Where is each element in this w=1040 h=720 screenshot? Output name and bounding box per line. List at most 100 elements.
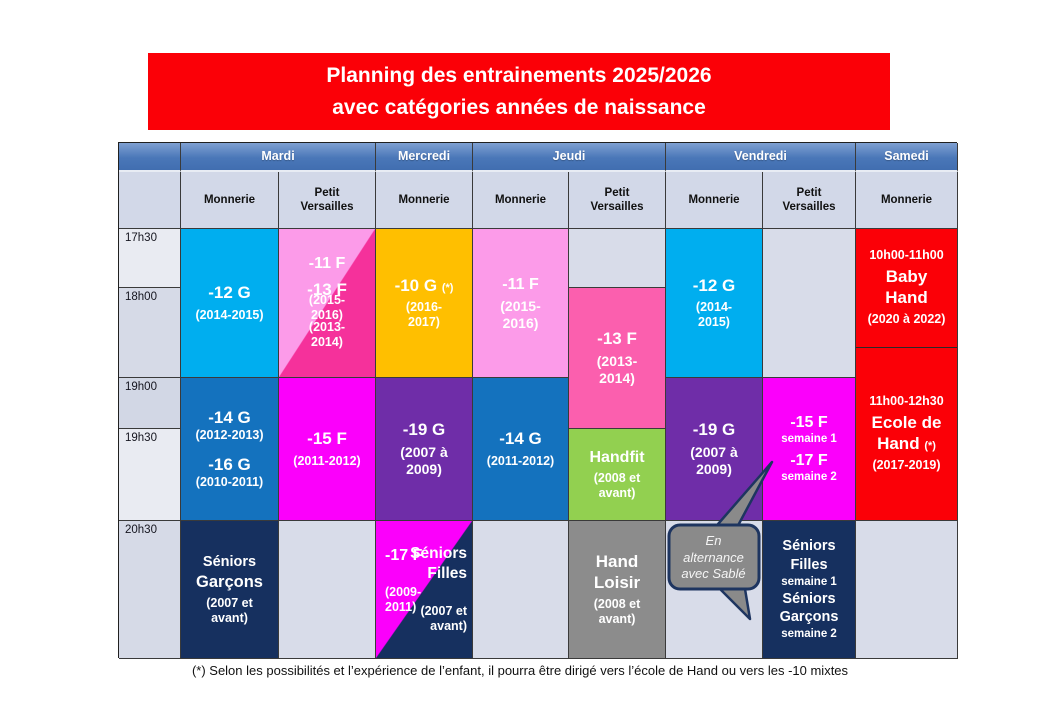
group-years: (2016- 2017) — [405, 300, 443, 330]
group-label: -15 F — [790, 413, 828, 431]
cell-samedi-red-column: 10h00-11h00 Baby Hand (2020 à 2022) 11h0… — [856, 229, 958, 521]
venue-header-jeudi-monnerie: Monnerie — [473, 172, 569, 229]
group-label: Handfit — [589, 448, 645, 466]
title-banner: Planning des entrainements 2025/2026 ave… — [148, 53, 890, 130]
time-label-20h30: 20h30 — [119, 521, 181, 659]
group-label: -13 F — [307, 279, 347, 299]
cell-mardi-seniors-garcons: Séniors Garçons (2007 et avant) — [181, 521, 279, 659]
cell-mercredi-moins19G: -19 G (2007 à 2009) — [376, 378, 473, 521]
cell-mercredi-moins10G: -10 G (*) (2016- 2017) — [376, 229, 473, 378]
diag-bottom-block: Séniors Filles (2007 et avant) — [376, 524, 472, 654]
group-week-2: semaine 2 — [781, 628, 837, 641]
group-years: (2015- 2016) — [500, 297, 541, 331]
cell-mardi-moins15F: -15 F (2011-2012) — [279, 378, 376, 521]
cell-samedi-empty-20h30 — [856, 521, 958, 659]
group-label: -14 G — [208, 407, 251, 427]
cell-jeudi-pv-empty-17h30 — [569, 229, 666, 288]
day-header-jeudi: Jeudi — [473, 143, 666, 172]
group-years: (2013- 2014) — [596, 353, 638, 387]
group-label: -11 F — [502, 275, 539, 293]
corner-cell — [119, 143, 181, 172]
group-label: Séniors Filles — [410, 544, 467, 582]
group-week: semaine 1 — [781, 575, 837, 588]
group-years: (2015- 2016) — [308, 293, 346, 323]
cell-vendredi-moins12G: -12 G (2014- 2015) — [666, 229, 763, 378]
cell-jeudi-moins13F: -13 F (2013- 2014) — [569, 288, 666, 429]
slot-time: 11h00-12h30 — [869, 394, 944, 409]
speech-bubble-shape — [667, 460, 774, 621]
group-years: (2011-2012) — [486, 453, 555, 468]
group-years: (2007 et avant) — [420, 604, 467, 633]
group-years: (2009- 2011) — [385, 585, 422, 615]
speech-bubble-text: En alternance avec Sablé — [681, 532, 746, 582]
planning-table: Mardi Mercredi Jeudi Vendredi Samedi Mon… — [118, 142, 958, 659]
venue-header-mercredi-monnerie: Monnerie — [376, 172, 473, 229]
group-label-2: -17 F — [790, 452, 828, 469]
banner-line-1: Planning des entrainements 2025/2026 — [326, 64, 712, 87]
group-label: Séniors Filles — [782, 537, 836, 573]
group-years: (2020 à 2022) — [867, 312, 946, 327]
day-header-mercredi: Mercredi — [376, 143, 473, 172]
cell-samedi-ecole-de-hand: 11h00-12h30 Ecole de Hand (*) (2017-2019… — [856, 348, 957, 520]
cell-vendredi-moins19G: -19 G (2007 à 2009) — [666, 378, 763, 521]
group-label-line2: Garçons — [196, 572, 263, 591]
venue-header-vendredi-monnerie: Monnerie — [666, 172, 763, 229]
venue-header-vendredi-petit-versailles: Petit Versailles — [763, 172, 856, 229]
cell-mardi-moins11F-moins13F-diagonal: -11 F (2015- 2016) -13 F (2013- 2014) — [279, 229, 376, 378]
group-label: Hand Loisir — [593, 552, 641, 592]
group-years-2: (2010-2011) — [195, 475, 264, 490]
group-week-2: semaine 2 — [781, 471, 837, 484]
cell-samedi-baby-hand: 10h00-11h00 Baby Hand (2020 à 2022) — [856, 229, 957, 348]
group-label: -11 F — [308, 255, 346, 272]
group-label-2: -16 G — [208, 455, 251, 474]
day-header-samedi: Samedi — [856, 143, 958, 172]
cell-vendredi-pv-empty-early — [763, 229, 856, 378]
speech-bubble-tail-up — [710, 460, 774, 535]
group-label: Baby Hand — [885, 267, 928, 307]
group-years: (2007 à 2009) — [690, 444, 738, 478]
cell-jeudi-hand-loisir: Hand Loisir (2008 et avant) — [569, 521, 666, 659]
group-label: -19 G — [692, 420, 736, 439]
time-label-19h00: 19h00 — [119, 378, 181, 429]
group-label: -14 G — [499, 429, 542, 449]
time-label-18h00: 18h00 — [119, 288, 181, 378]
group-years: (2014-2015) — [195, 307, 264, 322]
group-years: (2013- 2014) — [308, 320, 346, 349]
group-years: (2007 à 2009) — [400, 444, 448, 478]
slot-time: 10h00-11h00 — [869, 248, 944, 263]
cell-jeudi-handfit: Handfit (2008 et avant) — [569, 429, 666, 521]
cell-vendredi-monnerie-20h30-with-callout: En alternance avec Sablé — [666, 460, 774, 659]
banner-line-2: avec catégories années de naissance — [332, 95, 706, 119]
asterisk-note: (*) — [441, 281, 454, 294]
group-label-2: Séniors Garçons — [779, 590, 839, 626]
group-years: (2011-2012) — [293, 453, 361, 468]
cell-jeudi-moins11F: -11 F (2015- 2016) — [473, 229, 569, 378]
group-label: -15 F — [307, 429, 347, 449]
group-years: (2012-2013) — [195, 428, 264, 442]
cell-mardi-pv-empty-20h30 — [279, 521, 376, 659]
venue-header-mardi-monnerie: Monnerie — [181, 172, 279, 229]
group-label-line1: Séniors — [202, 553, 257, 570]
cell-jeudi-moins14G: -14 G (2011-2012) — [473, 378, 569, 521]
group-label: -12 G — [692, 275, 736, 295]
time-label-19h30: 19h30 — [119, 429, 181, 521]
group-years: (2008 et avant) — [593, 471, 641, 501]
day-header-vendredi: Vendredi — [666, 143, 856, 172]
cell-vendredi-moins15F-moins17F: -15 F semaine 1 -17 F semaine 2 — [763, 378, 856, 521]
footnote: (*) Selon les possibilités et l’expérien… — [191, 663, 849, 678]
diag-top-block: -11 F (2015- 2016) — [279, 234, 375, 343]
group-week: semaine 1 — [781, 433, 837, 446]
group-years: (2017-2019) — [872, 458, 941, 473]
group-years: (2007 et avant) — [206, 596, 253, 626]
group-label: -10 G (*) — [394, 275, 454, 295]
group-years: (2008 et avant) — [593, 596, 641, 626]
group-label-line2: Hand (*) — [877, 433, 936, 453]
group-label-line1: Ecole de — [871, 413, 942, 433]
group-label: -17 F — [385, 547, 423, 564]
time-label-17h30: 17h30 — [119, 229, 181, 288]
day-header-mardi: Mardi — [181, 143, 376, 172]
cell-vendredi-seniors-filles-garcons: Séniors Filles semaine 1 Séniors Garçons… — [763, 521, 856, 659]
diag-bottom-block: -13 F (2013- 2014) — [279, 260, 375, 370]
venue-header-blank — [119, 172, 181, 229]
